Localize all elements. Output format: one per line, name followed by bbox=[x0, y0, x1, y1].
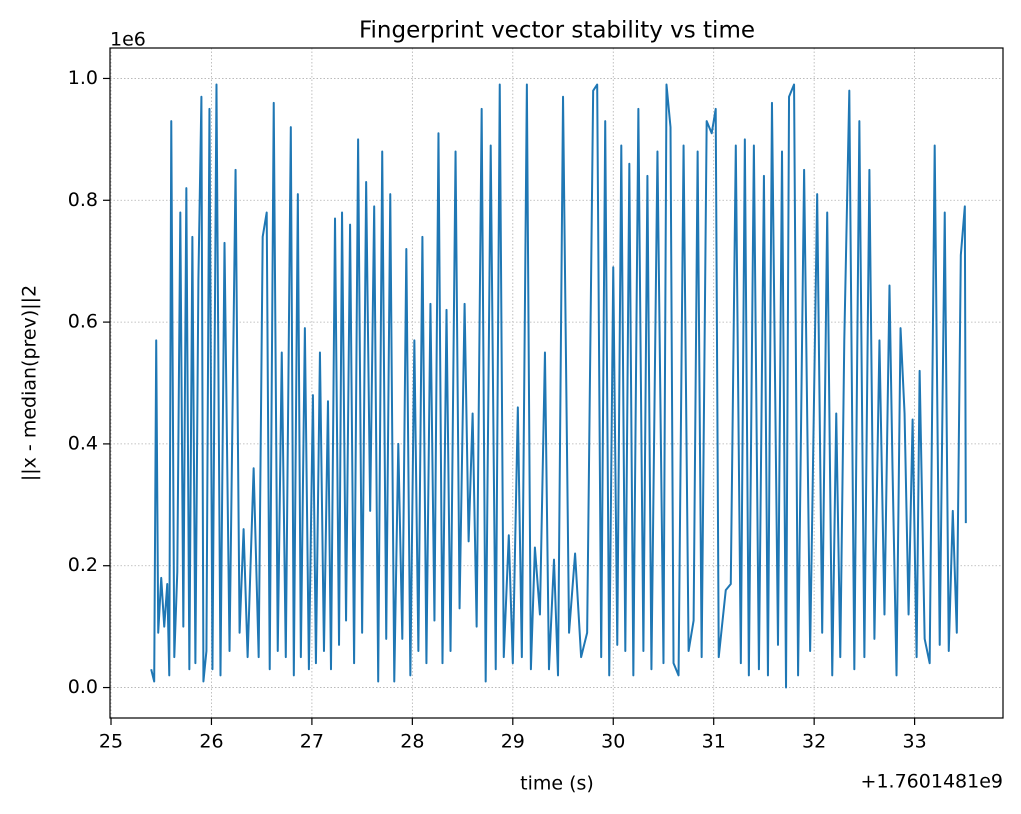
data-line bbox=[150, 83, 967, 689]
chart-title: Fingerprint vector stability vs time bbox=[359, 18, 755, 44]
x-tick-label: 28 bbox=[400, 731, 424, 753]
y-tick-label: 0.4 bbox=[68, 432, 98, 454]
x-axis-label: time (s) bbox=[520, 773, 594, 795]
y-tick-label: 1.0 bbox=[68, 67, 98, 89]
y-offset-text: 1e6 bbox=[110, 29, 146, 51]
y-tick-label: 0.8 bbox=[68, 189, 98, 211]
x-tick-label: 33 bbox=[903, 731, 927, 753]
x-tick-label: 31 bbox=[702, 731, 726, 753]
x-tick-label: 25 bbox=[99, 731, 123, 753]
plot-frame bbox=[109, 47, 1004, 719]
x-tick-label: 30 bbox=[601, 731, 625, 753]
y-tick-label: 0.2 bbox=[68, 554, 98, 576]
y-tick-label: 0.6 bbox=[68, 311, 98, 333]
y-axis-label: ||x - median(prev)||2 bbox=[19, 285, 41, 481]
x-tick-label: 29 bbox=[501, 731, 525, 753]
y-tick-label: 0.0 bbox=[68, 676, 98, 698]
x-tick-label: 32 bbox=[802, 731, 826, 753]
x-offset-text: +1.7601481e9 bbox=[861, 771, 1003, 793]
x-tick-label: 27 bbox=[300, 731, 324, 753]
x-tick-label: 26 bbox=[199, 731, 223, 753]
